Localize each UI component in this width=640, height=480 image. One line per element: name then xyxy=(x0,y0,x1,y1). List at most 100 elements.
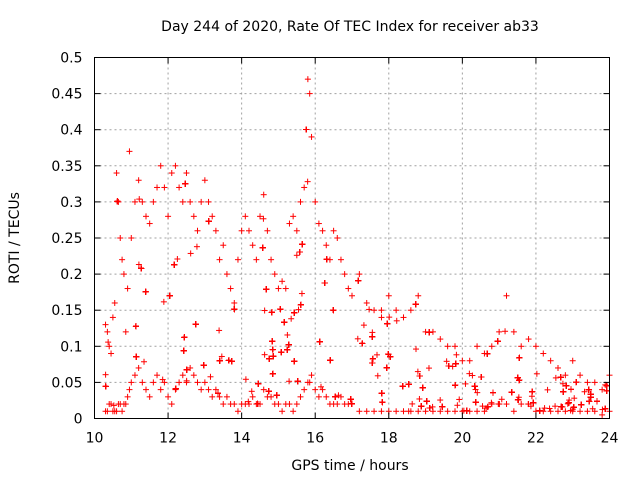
data-point xyxy=(466,370,473,377)
data-point xyxy=(207,373,214,380)
data-point xyxy=(157,162,164,169)
data-point xyxy=(562,408,569,415)
data-point xyxy=(569,408,576,415)
data-point xyxy=(557,374,564,381)
data-point xyxy=(422,408,429,415)
data-point xyxy=(139,379,146,386)
data-point xyxy=(198,386,205,393)
data-point xyxy=(281,319,288,326)
data-point xyxy=(393,408,400,415)
y-tick-label: 0.4 xyxy=(60,123,82,139)
data-point xyxy=(560,388,567,395)
data-point xyxy=(146,220,153,227)
data-point xyxy=(303,126,310,133)
data-point xyxy=(198,198,205,205)
axis-ticks xyxy=(94,57,610,419)
data-point xyxy=(405,381,412,388)
data-point xyxy=(412,346,419,353)
data-point xyxy=(459,357,466,364)
data-point xyxy=(426,404,433,411)
data-point xyxy=(385,351,392,358)
data-point xyxy=(270,353,277,360)
data-point xyxy=(525,401,532,408)
data-point xyxy=(393,317,400,324)
data-point xyxy=(363,408,370,415)
data-point xyxy=(570,404,577,411)
data-point xyxy=(161,379,168,386)
data-point xyxy=(429,328,436,335)
data-point xyxy=(286,378,293,385)
data-point xyxy=(165,213,172,220)
data-point xyxy=(414,368,421,375)
data-point xyxy=(291,358,298,365)
data-point xyxy=(347,396,354,403)
data-point xyxy=(366,306,373,313)
data-point xyxy=(454,402,461,409)
data-point xyxy=(327,357,334,364)
data-point xyxy=(265,388,272,395)
data-point xyxy=(488,343,495,350)
data-point xyxy=(569,357,576,364)
data-point xyxy=(142,288,149,295)
data-point xyxy=(306,379,313,386)
data-point xyxy=(337,256,344,263)
data-point xyxy=(599,406,606,413)
data-point xyxy=(174,255,181,262)
data-point xyxy=(518,343,525,350)
data-point xyxy=(133,353,140,360)
data-point xyxy=(533,370,540,377)
data-point xyxy=(176,184,183,191)
data-point xyxy=(323,242,330,249)
data-point xyxy=(555,364,561,371)
y-tick-label: 0.15 xyxy=(51,303,82,319)
data-point xyxy=(316,338,323,345)
data-point xyxy=(297,301,304,308)
data-point xyxy=(299,241,306,248)
data-point xyxy=(456,396,463,403)
data-point xyxy=(102,383,109,390)
data-point xyxy=(205,218,212,225)
data-point xyxy=(172,386,179,393)
data-point xyxy=(494,338,501,345)
data-point xyxy=(359,340,366,347)
x-tick-label: 20 xyxy=(453,431,471,447)
data-point xyxy=(515,394,522,401)
data-point xyxy=(180,347,187,354)
data-point xyxy=(326,256,333,263)
data-point xyxy=(220,242,227,249)
data-point xyxy=(602,405,609,412)
data-point xyxy=(201,177,208,184)
y-tick-label: 0.5 xyxy=(60,51,82,67)
data-point xyxy=(463,407,470,414)
data-point xyxy=(231,299,238,306)
y-tick-label: 0.3 xyxy=(60,195,82,211)
data-point xyxy=(321,280,328,287)
data-point xyxy=(209,213,216,220)
data-point xyxy=(157,386,164,393)
data-point xyxy=(462,380,469,387)
data-point xyxy=(105,339,112,346)
data-point xyxy=(478,373,485,380)
data-point xyxy=(108,350,115,357)
data-point xyxy=(603,382,610,389)
data-point xyxy=(469,372,476,379)
data-point xyxy=(165,393,172,400)
data-point xyxy=(564,400,571,407)
data-point xyxy=(102,371,109,378)
grid-lines xyxy=(94,57,610,419)
data-point xyxy=(400,314,407,321)
data-point xyxy=(546,405,553,412)
data-point xyxy=(578,401,585,408)
data-point xyxy=(474,343,481,350)
data-point xyxy=(216,327,223,334)
data-point xyxy=(379,399,386,406)
data-point xyxy=(216,393,223,400)
y-tick-label: 0 xyxy=(74,412,83,428)
data-point xyxy=(540,408,547,415)
data-point xyxy=(354,335,361,342)
data-point xyxy=(139,198,146,205)
data-point xyxy=(205,198,212,205)
data-point xyxy=(312,198,319,205)
data-point xyxy=(218,353,225,360)
data-point xyxy=(201,379,208,386)
